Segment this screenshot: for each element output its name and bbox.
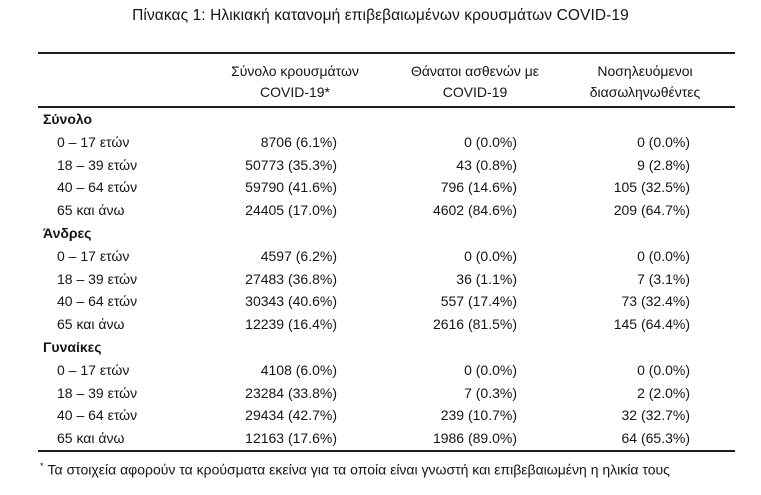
table-row: 40 – 64 ετών 30343 (40.6%) 557 (17.4%) 73 (… xyxy=(38,290,735,313)
table-body: Σύνολο 0 – 17 ετών 8706 (6.1%) 0 (0.0%) 0 (0… xyxy=(38,108,735,450)
age-group-label: 18 – 39 ετών xyxy=(57,270,138,287)
page-title: Πίνακας 1: Ηλικιακή κατανομή επιβεβαιωμέ… xyxy=(132,7,629,24)
cases-value: 12163 (17.6%) xyxy=(245,430,337,447)
column-header-intubated-line1: Νοσηλευόμενοι xyxy=(597,63,693,79)
deaths-value: 4602 (84.6%) xyxy=(432,202,517,219)
cases-value: 8706 (6.1%) xyxy=(260,133,337,150)
deaths-value: 796 (14.6%) xyxy=(440,179,517,196)
deaths-value: 7 (0.3%) xyxy=(464,384,517,401)
age-group-label: 40 – 64 ετών xyxy=(57,407,138,424)
intubated-value: 64 (65.3%) xyxy=(621,430,690,447)
deaths-value: 557 (17.4%) xyxy=(440,293,517,310)
age-group-label: 65 και άνω xyxy=(57,202,125,219)
cases-value: 4108 (6.0%) xyxy=(260,361,337,378)
intubated-value: 209 (64.7%) xyxy=(613,202,690,219)
intubated-value: 0 (0.0%) xyxy=(637,247,690,264)
section-header-row: Σύνολο xyxy=(38,108,735,131)
age-group-label: 65 και άνω xyxy=(57,430,125,447)
cases-value: 29434 (42.7%) xyxy=(245,407,337,424)
footnote: * Τα στοιχεία αφορούν τα κρούσματα εκείνα… xyxy=(40,456,740,480)
column-header-intubated: Νοσηλευόμενοι διασωληνωθέντες xyxy=(545,61,745,103)
cases-value: 23284 (33.8%) xyxy=(245,384,337,401)
table-row: 65 και άνω 24405 (17.0%) 4602 (84.6%) 209 (… xyxy=(38,199,735,222)
age-group-label: 0 – 17 ετών xyxy=(57,247,130,264)
intubated-value: 105 (32.5%) xyxy=(613,179,690,196)
table-header-row: Σύνολο κρουσμάτων COVID-19* Θάνατοι ασθε… xyxy=(38,52,735,108)
deaths-value: 0 (0.0%) xyxy=(464,133,517,150)
deaths-value: 36 (1.1%) xyxy=(456,270,517,287)
table-bottom-rule xyxy=(38,450,735,452)
column-header-deaths-line2: COVID-19 xyxy=(442,84,508,100)
cases-value: 27483 (36.8%) xyxy=(245,270,337,287)
cases-value: 4597 (6.2%) xyxy=(260,247,337,264)
column-header-cases-line1: Σύνολο κρουσμάτων xyxy=(231,63,359,79)
age-group-label: 18 – 39 ετών xyxy=(57,156,138,173)
covid-age-table: Σύνολο κρουσμάτων COVID-19* Θάνατοι ασθε… xyxy=(38,52,735,450)
intubated-value: 0 (0.0%) xyxy=(637,133,690,150)
intubated-value: 0 (0.0%) xyxy=(637,361,690,378)
cases-value: 30343 (40.6%) xyxy=(245,293,337,310)
table-row: 65 και άνω 12163 (17.6%) 1986 (89.0%) 64 (6… xyxy=(38,427,735,450)
age-group-label: 0 – 17 ετών xyxy=(57,361,130,378)
deaths-value: 1986 (89.0%) xyxy=(432,430,517,447)
table-row: 18 – 39 ετών 27483 (36.8%) 36 (1.1%) 7 (3.1… xyxy=(38,268,735,291)
column-header-deaths-line1: Θάνατοι ασθενών με xyxy=(410,63,540,79)
intubated-value: 145 (64.4%) xyxy=(613,316,690,333)
intubated-value: 7 (3.1%) xyxy=(637,270,690,287)
deaths-value: 0 (0.0%) xyxy=(464,361,517,378)
footnote-marker: * xyxy=(40,461,44,471)
table-row: 40 – 64 ετών 29434 (42.7%) 239 (10.7%) 32 (… xyxy=(38,404,735,427)
intubated-value: 73 (32.4%) xyxy=(621,293,690,310)
table-row: 18 – 39 ετών 50773 (35.3%) 43 (0.8%) 9 (2.8… xyxy=(38,154,735,177)
table-row: 65 και άνω 12239 (16.4%) 2616 (81.5%) 145 (… xyxy=(38,313,735,336)
table-row: 0 – 17 ετών 4597 (6.2%) 0 (0.0%) 0 (0.0%) xyxy=(38,245,735,268)
deaths-value: 43 (0.8%) xyxy=(456,156,517,173)
deaths-value: 2616 (81.5%) xyxy=(432,316,517,333)
section-header-row: Γυναίκες xyxy=(38,336,735,359)
intubated-value: 32 (32.7%) xyxy=(621,407,690,424)
table-row: 18 – 39 ετών 23284 (33.8%) 7 (0.3%) 2 (2.0%… xyxy=(38,382,735,405)
section-header-row: Άνδρες xyxy=(38,222,735,245)
table-row: 0 – 17 ετών 4108 (6.0%) 0 (0.0%) 0 (0.0%) xyxy=(38,359,735,382)
section-label: Γυναίκες xyxy=(43,338,102,355)
age-group-label: 18 – 39 ετών xyxy=(57,384,138,401)
age-group-label: 40 – 64 ετών xyxy=(57,179,138,196)
cases-value: 12239 (16.4%) xyxy=(245,316,337,333)
deaths-value: 0 (0.0%) xyxy=(464,247,517,264)
table-row: 0 – 17 ετών 8706 (6.1%) 0 (0.0%) 0 (0.0%) xyxy=(38,131,735,154)
footnote-text: Τα στοιχεία αφορούν τα κρούσματα εκείνα … xyxy=(47,461,670,478)
cases-value: 59790 (41.6%) xyxy=(245,179,337,196)
age-group-label: 40 – 64 ετών xyxy=(57,293,138,310)
age-group-label: 0 – 17 ετών xyxy=(57,133,130,150)
column-header-intubated-line2: διασωληνωθέντες xyxy=(589,84,701,100)
column-header-cases: Σύνολο κρουσμάτων COVID-19* xyxy=(195,61,395,103)
deaths-value: 239 (10.7%) xyxy=(440,407,517,424)
column-header-deaths: Θάνατοι ασθενών με COVID-19 xyxy=(375,61,575,103)
column-header-cases-line2: COVID-19* xyxy=(259,84,331,100)
intubated-value: 9 (2.8%) xyxy=(637,156,690,173)
section-label: Άνδρες xyxy=(43,224,92,241)
section-label: Σύνολο xyxy=(43,111,93,127)
intubated-value: 2 (2.0%) xyxy=(637,384,690,401)
table-row: 40 – 64 ετών 59790 (41.6%) 796 (14.6%) 105 … xyxy=(38,176,735,199)
cases-value: 50773 (35.3%) xyxy=(245,156,337,173)
cases-value: 24405 (17.0%) xyxy=(245,202,337,219)
age-group-label: 65 και άνω xyxy=(57,316,125,333)
